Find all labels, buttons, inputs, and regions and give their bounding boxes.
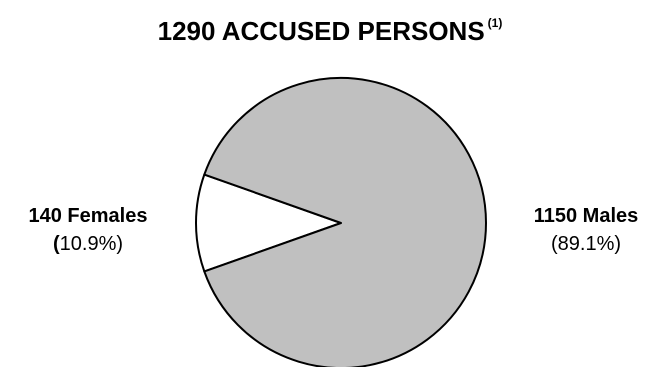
slice-label-males-name: 1150 Males xyxy=(533,205,639,227)
slice-label-females-name: 140 Females xyxy=(28,205,148,227)
slice-label-females: 140 Females (10.9%) xyxy=(0,202,176,258)
slice-label-males-percent: (89.1%) xyxy=(550,233,622,255)
chart-title: 1290 ACCUSED PERSONS (1) xyxy=(0,16,660,47)
slice-label-females-percent: (10.9%) xyxy=(52,233,124,255)
slice-label-males-percent-value: 89.1% xyxy=(557,233,615,255)
pie-slice-females xyxy=(195,173,342,273)
slice-label-females-percent-value: 10.9% xyxy=(59,233,117,255)
chart-title-footnote: (1) xyxy=(487,16,503,30)
chart-title-text: 1290 ACCUSED PERSONS xyxy=(157,16,485,46)
slice-label-males: 1150 Males (89.1%) xyxy=(512,202,660,258)
pie-slice-males xyxy=(203,77,487,367)
